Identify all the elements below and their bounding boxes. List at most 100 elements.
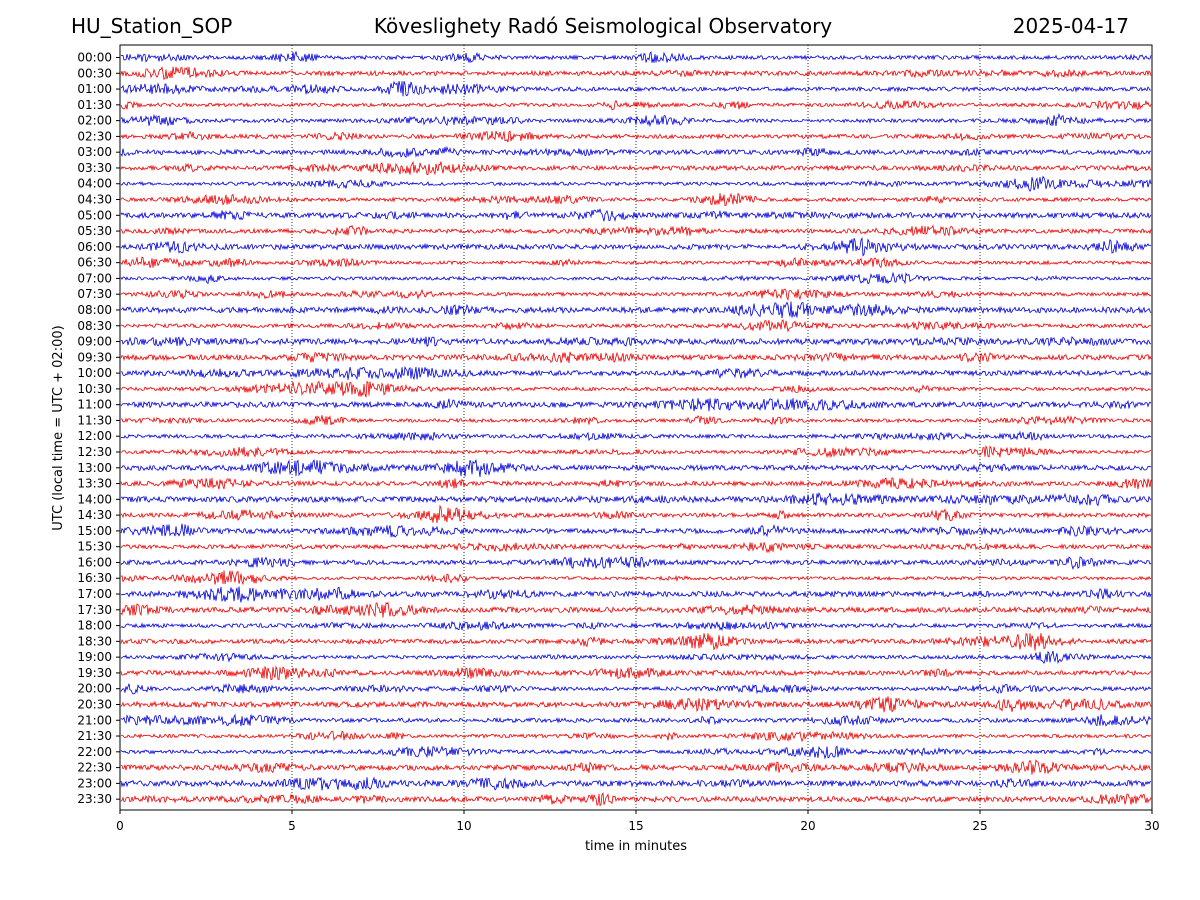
trace-1730 <box>120 601 1152 618</box>
y-tick-label: 20:00 <box>77 682 112 696</box>
y-tick-label: 00:00 <box>77 51 112 65</box>
y-tick-label: 22:00 <box>77 745 112 759</box>
y-tick-label: 04:30 <box>77 193 112 207</box>
y-tick-label: 19:00 <box>77 650 112 664</box>
station-name: HU_Station_SOP <box>71 14 233 38</box>
trace-2000 <box>120 682 1152 695</box>
y-tick-label: 02:30 <box>77 129 112 143</box>
trace-0900 <box>120 336 1152 347</box>
trace-2300 <box>120 776 1152 791</box>
y-tick-label: 06:30 <box>77 256 112 270</box>
y-tick-label: 07:00 <box>77 271 112 285</box>
x-tick-labels: 0 5 10 15 20 25 30 <box>116 810 1160 833</box>
y-tick-label: 15:30 <box>77 540 112 554</box>
y-tick-label: 10:00 <box>77 366 112 380</box>
trace-0930 <box>120 351 1152 364</box>
y-tick-label: 13:30 <box>77 477 112 491</box>
trace-1800 <box>120 620 1152 632</box>
y-tick-label: 09:30 <box>77 350 112 364</box>
trace-2100 <box>120 713 1152 727</box>
x-tick-label-15: 15 <box>628 819 643 833</box>
y-tick-label: 00:30 <box>77 66 112 80</box>
trace-0730 <box>120 288 1152 301</box>
x-axis-label: time in minutes <box>585 839 687 854</box>
x-tick-label-10: 10 <box>456 819 471 833</box>
trace-0300 <box>120 145 1152 158</box>
y-tick-label: 12:00 <box>77 429 112 443</box>
y-tick-label: 21:00 <box>77 713 112 727</box>
trace-0130 <box>120 99 1152 111</box>
y-tick-label: 01:00 <box>77 82 112 96</box>
trace-1300 <box>120 459 1152 478</box>
trace-2200 <box>120 745 1152 760</box>
x-tick-label-30: 30 <box>1144 819 1159 833</box>
trace-0100 <box>120 80 1152 97</box>
trace-1700 <box>120 586 1152 603</box>
y-tick-label: 23:30 <box>77 792 112 806</box>
y-tick-label: 07:30 <box>77 287 112 301</box>
trace-0030 <box>120 66 1152 80</box>
trace-2330 <box>120 792 1152 807</box>
trace-0830 <box>120 319 1152 333</box>
trace-0500 <box>120 208 1152 222</box>
y-tick-label: 04:00 <box>77 177 112 191</box>
grid-lines <box>291 45 981 810</box>
y-tick-label: 08:00 <box>77 303 112 317</box>
trace-0430 <box>120 192 1152 207</box>
y-tick-label: 17:00 <box>77 587 112 601</box>
trace-1100 <box>120 398 1152 412</box>
x-tick-label-25: 25 <box>972 819 987 833</box>
y-tick-label: 06:00 <box>77 240 112 254</box>
y-tick-label: 12:30 <box>77 445 112 459</box>
trace-0330 <box>120 160 1152 176</box>
y-tick-label: 21:30 <box>77 729 112 743</box>
y-tick-label: 05:30 <box>77 224 112 238</box>
trace-0630 <box>120 256 1152 269</box>
y-tick-label: 09:00 <box>77 335 112 349</box>
trace-1030 <box>120 380 1152 398</box>
chart-title: Köveslighety Radó Seismological Observat… <box>373 14 833 38</box>
trace-1400 <box>120 492 1152 507</box>
seismic-traces <box>120 50 1152 807</box>
trace-1200 <box>120 430 1152 442</box>
trace-1630 <box>120 570 1152 586</box>
y-tick-label: 01:30 <box>77 98 112 112</box>
trace-0200 <box>120 112 1152 128</box>
y-tick-label: 14:00 <box>77 492 112 506</box>
y-tick-label: 18:30 <box>77 634 112 648</box>
trace-1930 <box>120 665 1152 681</box>
y-tick-label: 16:30 <box>77 571 112 585</box>
y-tick-label: 03:30 <box>77 161 112 175</box>
trace-0600 <box>120 237 1152 257</box>
trace-1830 <box>120 633 1152 651</box>
x-tick-label-20: 20 <box>800 819 815 833</box>
trace-0700 <box>120 271 1152 285</box>
trace-1230 <box>120 444 1152 459</box>
trace-0530 <box>120 224 1152 237</box>
trace-1330 <box>120 477 1152 490</box>
trace-1900 <box>120 650 1152 665</box>
chart-date: 2025-04-17 <box>1012 14 1129 38</box>
y-tick-label: 13:00 <box>77 461 112 475</box>
y-tick-label: 15:00 <box>77 524 112 538</box>
trace-1500 <box>120 523 1152 538</box>
y-tick-label: 20:30 <box>77 697 112 711</box>
trace-0800 <box>120 301 1152 319</box>
y-tick-label: 02:00 <box>77 114 112 128</box>
trace-2130 <box>121 730 1152 743</box>
trace-1130 <box>120 415 1152 426</box>
trace-1530 <box>120 541 1152 554</box>
y-tick-label: 17:30 <box>77 603 112 617</box>
trace-1600 <box>120 555 1152 571</box>
trace-0230 <box>120 130 1152 143</box>
trace-2230 <box>120 759 1152 775</box>
y-tick-label: 14:30 <box>77 508 112 522</box>
x-tick-label-5: 5 <box>288 819 296 833</box>
trace-0400 <box>120 175 1152 193</box>
y-tick-label: 05:00 <box>77 208 112 222</box>
trace-1430 <box>120 504 1152 523</box>
y-tick-label: 11:00 <box>77 398 112 412</box>
x-tick-label-0: 0 <box>116 819 124 833</box>
